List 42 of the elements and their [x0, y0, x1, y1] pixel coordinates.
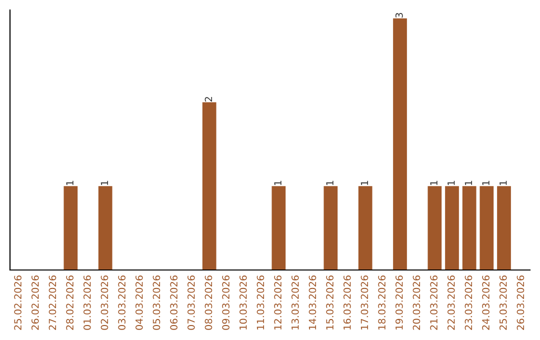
data-label: 1 [430, 180, 438, 186]
x-tick-label: 26.03.2026 [516, 275, 524, 330]
x-tick-label: 04.03.2026 [135, 275, 143, 330]
x-tick-label: 16.03.2026 [343, 275, 351, 330]
data-label: 1 [482, 180, 490, 186]
x-tick-label: 10.03.2026 [239, 275, 247, 330]
x-tick-label: 12.03.2026 [274, 275, 282, 330]
x-tick-label: 17.03.2026 [360, 275, 368, 330]
x-tick-label: 19.03.2026 [395, 275, 403, 330]
x-tick-label: 09.03.2026 [222, 275, 230, 330]
x-tick-label: 22.03.2026 [447, 275, 455, 330]
x-tick-label: 28.02.2026 [66, 275, 74, 330]
x-tick-label: 01.03.2026 [83, 275, 91, 330]
x-tick-label: 24.03.2026 [482, 275, 490, 330]
x-tick-label: 23.03.2026 [464, 275, 472, 330]
data-label: 1 [326, 180, 334, 186]
x-tick-label: 02.03.2026 [100, 275, 108, 330]
data-label: 1 [448, 180, 455, 186]
data-label: 1 [100, 180, 108, 186]
x-tick-label: 07.03.2026 [187, 275, 195, 330]
x-tick-label: 06.03.2026 [170, 275, 178, 330]
x-tick-label: 08.03.2026 [204, 275, 212, 330]
data-label: 1 [500, 180, 507, 186]
data-label: 2 [204, 97, 212, 102]
x-tick-label: 11.03.2026 [256, 275, 264, 330]
x-tick-label: 26.02.2026 [31, 275, 39, 330]
x-tick-label: 21.03.2026 [430, 275, 438, 330]
x-tick-label: 14.03.2026 [308, 275, 316, 330]
data-label: 1 [360, 180, 368, 186]
x-tick-label: 27.02.2026 [48, 275, 56, 330]
data-label: 1 [464, 180, 472, 186]
x-tick-label: 18.03.2026 [378, 275, 386, 330]
x-tick-label: 13.03.2026 [291, 275, 299, 330]
x-tick-label: 15.03.2026 [326, 275, 334, 330]
x-tick-label: 25.02.2026 [14, 275, 22, 330]
x-tick-label: 03.03.2026 [118, 275, 126, 330]
data-label: 1 [66, 180, 74, 186]
x-tick-label: 25.03.2026 [499, 275, 507, 330]
data-label: 3 [395, 12, 403, 18]
data-label: 1 [274, 180, 282, 186]
x-tick-label: 20.03.2026 [412, 275, 420, 330]
x-tick-label: 05.03.2026 [152, 275, 160, 330]
